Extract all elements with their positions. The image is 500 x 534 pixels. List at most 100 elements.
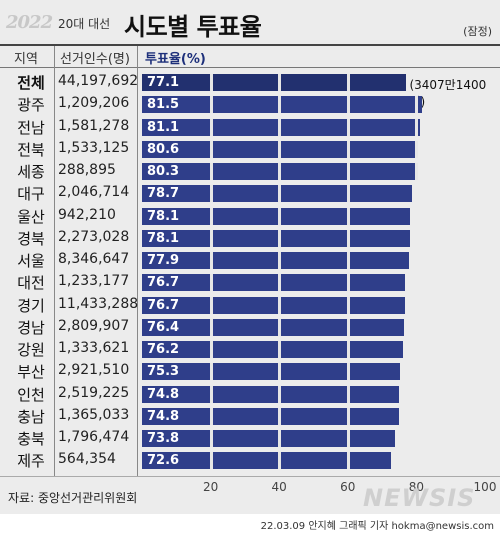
bar-gridline: [209, 96, 213, 114]
bar-value-label: 78.1: [147, 230, 180, 246]
bar-gridline: [346, 252, 350, 269]
bar-value-label: 74.8: [147, 386, 180, 402]
voter-count: 2,809,907: [58, 317, 130, 334]
region-column-header: 지역: [14, 52, 38, 67]
total-voters-annotation: (3407만1400명): [409, 78, 487, 109]
bar-gridline: [278, 185, 282, 203]
bar-gridline: [278, 452, 282, 470]
bar-gridline: [209, 385, 213, 403]
voter-count: 2,273,028: [58, 228, 130, 245]
bar-gridline: [346, 407, 350, 425]
bar: [142, 385, 399, 403]
bar: [142, 341, 404, 358]
bar: [142, 296, 406, 314]
region-label: 부산: [17, 363, 45, 382]
region-label: 울산: [17, 207, 45, 226]
bar-value-label: 76.7: [147, 297, 180, 313]
bar-value-label: 80.3: [147, 164, 180, 179]
bar-gridline: [209, 363, 213, 381]
voter-count: 1,333,621: [58, 340, 130, 356]
provisional-note: (잠정): [463, 25, 492, 38]
axis-rule: [0, 476, 500, 477]
chart-title: 시도별 투표율: [124, 13, 262, 41]
bar-gridline: [346, 385, 350, 403]
bar: [142, 96, 422, 114]
voters-column-header: 선거인수(명): [60, 52, 130, 67]
region-label: 세종: [17, 163, 45, 181]
bar-gridline: [346, 363, 350, 381]
bar-gridline: [346, 341, 350, 358]
region-label: 전체: [17, 74, 45, 92]
bar-gridline: [346, 229, 350, 247]
bar-gridline: [278, 207, 282, 225]
bar-gridline: [415, 118, 419, 136]
region-label: 서울: [17, 252, 45, 270]
rate-column-header: 투표율(%): [145, 52, 206, 67]
voter-count: 1,796,474: [58, 429, 130, 445]
voter-count: 1,533,125: [58, 139, 130, 156]
bar-gridline: [209, 229, 213, 247]
bar-gridline: [278, 407, 282, 425]
bar-value-label: 77.9: [147, 253, 180, 268]
bar-gridline: [346, 140, 350, 158]
region-label: 대전: [17, 274, 45, 293]
bar: [142, 407, 399, 425]
bar-gridline: [278, 430, 282, 447]
bar-gridline: [209, 163, 213, 180]
bar-gridline: [346, 74, 350, 91]
voter-count: 11,433,288: [58, 295, 139, 312]
bar-gridline: [278, 385, 282, 403]
region-label: 경기: [17, 296, 45, 315]
voter-count: 288,895: [58, 162, 116, 178]
region-label: 인천: [17, 385, 45, 404]
bar-gridline: [346, 274, 350, 292]
bar: [142, 74, 407, 91]
bar: [142, 452, 392, 470]
voter-count: 44,197,692: [58, 73, 139, 89]
region-label: 경북: [17, 229, 45, 248]
bar-gridline: [346, 430, 350, 447]
bar-value-label: 72.6: [147, 453, 180, 469]
region-column-divider: [54, 46, 55, 476]
bar: [142, 207, 410, 225]
bar-gridline: [278, 96, 282, 114]
x-tick-label: 20: [202, 480, 219, 494]
bar-gridline: [346, 118, 350, 136]
region-label: 제주: [17, 452, 45, 471]
bar-value-label: 76.7: [147, 275, 180, 291]
voter-count: 1,233,177: [58, 273, 130, 290]
voter-count: 1,209,206: [58, 95, 130, 112]
bar-gridline: [278, 318, 282, 336]
graphic-credit: 22.03.09 안지혜 그래픽 기자 hokma@newsis.com: [260, 521, 494, 532]
bar: [142, 252, 410, 269]
x-tick-label: 40: [271, 480, 287, 494]
bar: [142, 185, 412, 203]
bar: [142, 274, 406, 292]
bar-gridline: [209, 430, 213, 447]
region-label: 충남: [17, 407, 45, 426]
bar: [142, 430, 396, 447]
bar-gridline: [209, 185, 213, 203]
voter-count: 2,519,225: [58, 384, 130, 401]
voter-count: 2,046,714: [58, 184, 130, 201]
bar-gridline: [278, 118, 282, 136]
bar-gridline: [278, 140, 282, 158]
x-tick-label: 60: [340, 480, 356, 494]
region-label: 전북: [17, 140, 45, 159]
election-logo: 2022: [6, 12, 53, 33]
bar-gridline: [346, 296, 350, 314]
bar-gridline: [209, 318, 213, 336]
infographic-card: 2022 20대 대선 시도별 투표율 (잠정) 지역 선거인수(명) 투표율(…: [0, 0, 500, 514]
bar-gridline: [209, 74, 213, 91]
bar-gridline: [209, 274, 213, 292]
bar-gridline: [209, 407, 213, 425]
bar-gridline: [346, 185, 350, 203]
region-label: 강원: [17, 341, 45, 359]
bar: [142, 318, 405, 336]
bar-gridline: [346, 452, 350, 470]
bar-value-label: 76.2: [147, 342, 180, 357]
bar: [142, 363, 401, 381]
voters-column-divider: [137, 46, 138, 476]
bar-gridline: [209, 252, 213, 269]
voter-count: 8,346,647: [58, 251, 130, 267]
